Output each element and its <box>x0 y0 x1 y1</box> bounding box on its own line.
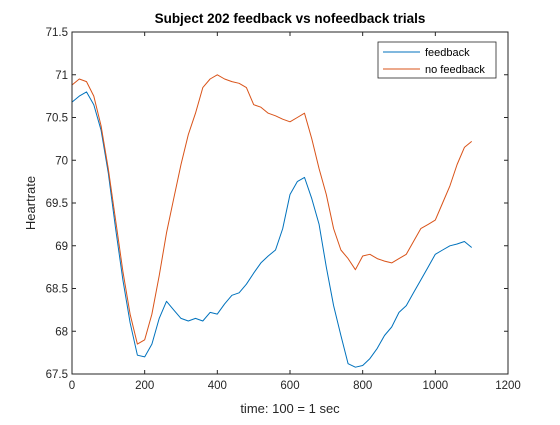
x-tick-label: 200 <box>135 380 154 392</box>
y-tick-label: 70.5 <box>46 113 68 125</box>
plot-area <box>72 32 508 374</box>
series-line-feedback <box>71 91 473 368</box>
y-axis-label: Heartrate <box>23 176 38 230</box>
y-axis: 67.5 68 68.5 69 69.5 70 70.5 71 71.5 <box>46 27 508 381</box>
y-tick-label: 68.5 <box>46 284 68 296</box>
series-line-no-feedback <box>71 74 473 345</box>
legend-label-feedback: feedback <box>425 47 470 59</box>
x-tick-label: 400 <box>208 380 227 392</box>
y-tick-label: 71 <box>55 70 68 82</box>
x-tick-label: 0 <box>69 380 75 392</box>
legend: feedback no feedback <box>377 41 497 79</box>
x-tick-label: 600 <box>280 380 299 392</box>
x-axis-label: time: 100 = 1 sec <box>240 401 340 416</box>
series-layer <box>71 74 473 368</box>
legend-label-no-feedback: no feedback <box>425 64 485 76</box>
x-axis: 0 200 400 600 800 1000 1200 <box>69 32 521 392</box>
y-tick-label: 68 <box>55 326 68 338</box>
y-tick-label: 69.5 <box>46 198 68 210</box>
y-tick-label: 71.5 <box>46 27 68 39</box>
x-tick-label: 1200 <box>495 380 521 392</box>
x-tick-label: 800 <box>353 380 372 392</box>
legend-box <box>377 41 497 79</box>
chart-title: Subject 202 feedback vs nofeedback trial… <box>155 11 426 26</box>
y-tick-label: 70 <box>55 155 68 167</box>
y-tick-label: 69 <box>55 241 68 253</box>
x-tick-label: 1000 <box>423 380 449 392</box>
y-tick-label: 67.5 <box>46 369 68 381</box>
